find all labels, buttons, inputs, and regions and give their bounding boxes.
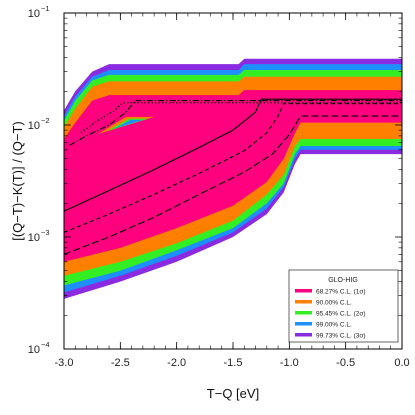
legend-label: 99.73% C.L. (3σ)	[316, 333, 366, 340]
y-tick-exponent: −4	[41, 340, 50, 349]
y-tick-label: 10	[28, 8, 40, 20]
legend-title: GLO-HIG	[328, 277, 358, 284]
y-tick-label: 10	[28, 120, 40, 132]
y-axis-title: [(Q−T)−K(T)] / (Q−T)	[10, 121, 25, 241]
legend-label: 90.00% C.L.	[316, 300, 352, 307]
x-tick-label: -1.0	[280, 357, 299, 369]
x-tick-label: -1.5	[224, 357, 243, 369]
y-tick-exponent: −3	[41, 228, 50, 237]
x-tick-label: -2.5	[111, 357, 130, 369]
legend-label: 99.00% C.L.	[316, 322, 352, 329]
y-tick-label: 10	[28, 232, 40, 244]
y-tick-label: 10	[28, 344, 40, 356]
x-tick-label: -2.0	[167, 357, 186, 369]
x-tick-label: -0.5	[336, 357, 355, 369]
y-tick-exponent: −2	[41, 116, 50, 125]
x-axis-title: T−Q [eV]	[207, 386, 259, 401]
legend-swatch	[295, 333, 312, 337]
legend-swatch	[295, 289, 312, 293]
y-tick-exponent: −1	[41, 4, 50, 13]
legend: GLO-HIG 68.27% C.L. (1σ) 90.00% C.L. 95.45…	[289, 270, 398, 342]
confidence-bands	[64, 59, 402, 299]
x-tick-label: 0.0	[394, 357, 409, 369]
legend-swatch	[295, 311, 312, 315]
legend-label: 68.27% C.L. (1σ)	[316, 289, 366, 296]
legend-label: 95.45% C.L. (2σ)	[316, 311, 366, 318]
legend-swatch	[295, 300, 312, 304]
legend-swatch	[295, 322, 312, 326]
x-tick-label: -3.0	[55, 357, 74, 369]
